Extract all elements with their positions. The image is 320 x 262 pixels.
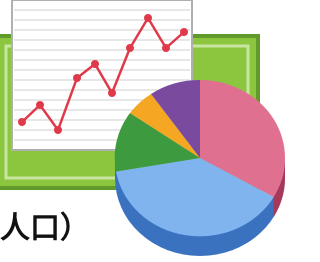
pie-illustration bbox=[115, 80, 285, 256]
caption: 人口） bbox=[0, 211, 90, 246]
illustration: 人口） bbox=[0, 0, 296, 262]
page: {"caption": "人口）"} 人口） (( bbox=[0, 0, 296, 262]
